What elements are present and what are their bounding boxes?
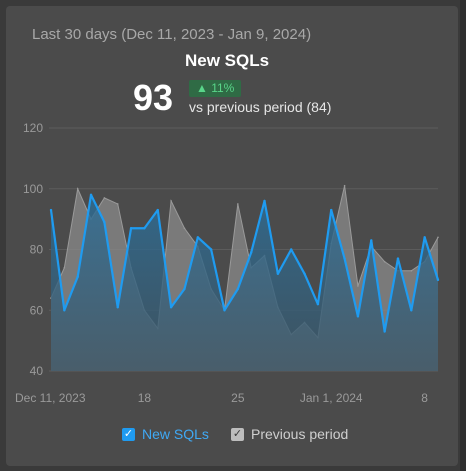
y-axis: 40 60 80 100 120 — [23, 121, 43, 378]
new-sqls-point — [49, 208, 53, 212]
y-tick-label: 120 — [23, 121, 43, 135]
new-sqls-point — [89, 193, 93, 197]
new-sqls-point — [209, 248, 213, 251]
new-sqls-point — [356, 315, 360, 318]
new-sqls-line — [49, 193, 440, 333]
previous-period-point — [63, 266, 66, 269]
new-sqls-point — [63, 309, 66, 312]
new-sqls-point — [370, 239, 373, 242]
delta-badge: ▲ 11% — [189, 80, 242, 97]
metric-title: New SQLs — [185, 51, 270, 70]
metric-value: 93 — [133, 77, 174, 118]
checkbox-checked-icon[interactable]: ✓ — [231, 427, 244, 441]
previous-period-point — [437, 236, 439, 239]
date-range-subtitle: Last 30 days (Dec 11, 2023 - Jan 9, 2024… — [32, 26, 312, 43]
previous-period-point — [76, 187, 79, 190]
new-sqls-point — [343, 257, 346, 260]
x-tick-label: Jan 1, 2024 — [300, 391, 363, 405]
new-sqls-point — [183, 287, 186, 291]
previous-period-point — [170, 200, 172, 202]
new-sqls-point — [169, 306, 173, 309]
x-tick-label: 18 — [138, 391, 152, 405]
checkbox-checked-icon[interactable]: ✓ — [122, 427, 135, 441]
y-tick-label: 40 — [30, 364, 44, 378]
previous-period-point — [343, 184, 346, 187]
new-sqls-point — [423, 236, 426, 239]
new-sqls-point — [143, 227, 146, 230]
new-sqls-point — [303, 272, 306, 275]
legend-new-sqls[interactable]: ✓ New SQLs — [122, 426, 209, 442]
legend-label: Previous period — [251, 426, 349, 442]
previous-period-point — [237, 203, 239, 205]
x-tick-label: Dec 11, 2023 — [15, 391, 86, 405]
new-sqls-point — [76, 275, 79, 279]
previous-period-point — [103, 197, 106, 199]
legend-previous-period[interactable]: ✓ Previous period — [231, 426, 348, 442]
previous-period-point — [357, 285, 359, 287]
new-sqls-point — [396, 257, 400, 260]
x-axis: Dec 11, 2023 18 25 Jan 1, 2024 8 — [15, 391, 428, 405]
new-sqls-point — [196, 236, 199, 239]
scrollbar-edge — [460, 0, 466, 471]
previous-period-point — [383, 260, 386, 263]
new-sqls-point — [436, 278, 440, 282]
new-sqls-point — [103, 220, 106, 224]
new-sqls-point — [383, 330, 386, 333]
legend-label: New SQLs — [142, 426, 209, 442]
previous-period-point — [410, 269, 413, 272]
new-sqls-point — [316, 302, 320, 306]
comparison-text: vs previous period (84) — [189, 99, 332, 115]
new-sqls-point — [290, 248, 293, 251]
previous-period-point — [116, 203, 119, 205]
y-tick-label: 80 — [30, 243, 44, 257]
new-sqls-area — [51, 194, 438, 371]
new-sqls-point — [129, 227, 133, 230]
new-sqls-point — [410, 309, 413, 312]
new-sqls-point — [276, 272, 280, 275]
previous-period-point — [183, 227, 186, 230]
new-sqls-point — [116, 306, 119, 309]
y-tick-label: 100 — [23, 182, 43, 196]
new-sqls-point — [263, 199, 266, 203]
new-sqls-point — [156, 208, 159, 212]
new-sqls-point — [236, 287, 240, 291]
new-sqls-point — [330, 208, 333, 212]
x-tick-label: 8 — [421, 391, 428, 405]
new-sqls-point — [223, 309, 226, 312]
new-sqls-point — [249, 251, 253, 254]
y-tick-label: 60 — [30, 303, 44, 317]
x-tick-label: 25 — [231, 391, 245, 405]
new-sqls-series — [49, 193, 440, 371]
